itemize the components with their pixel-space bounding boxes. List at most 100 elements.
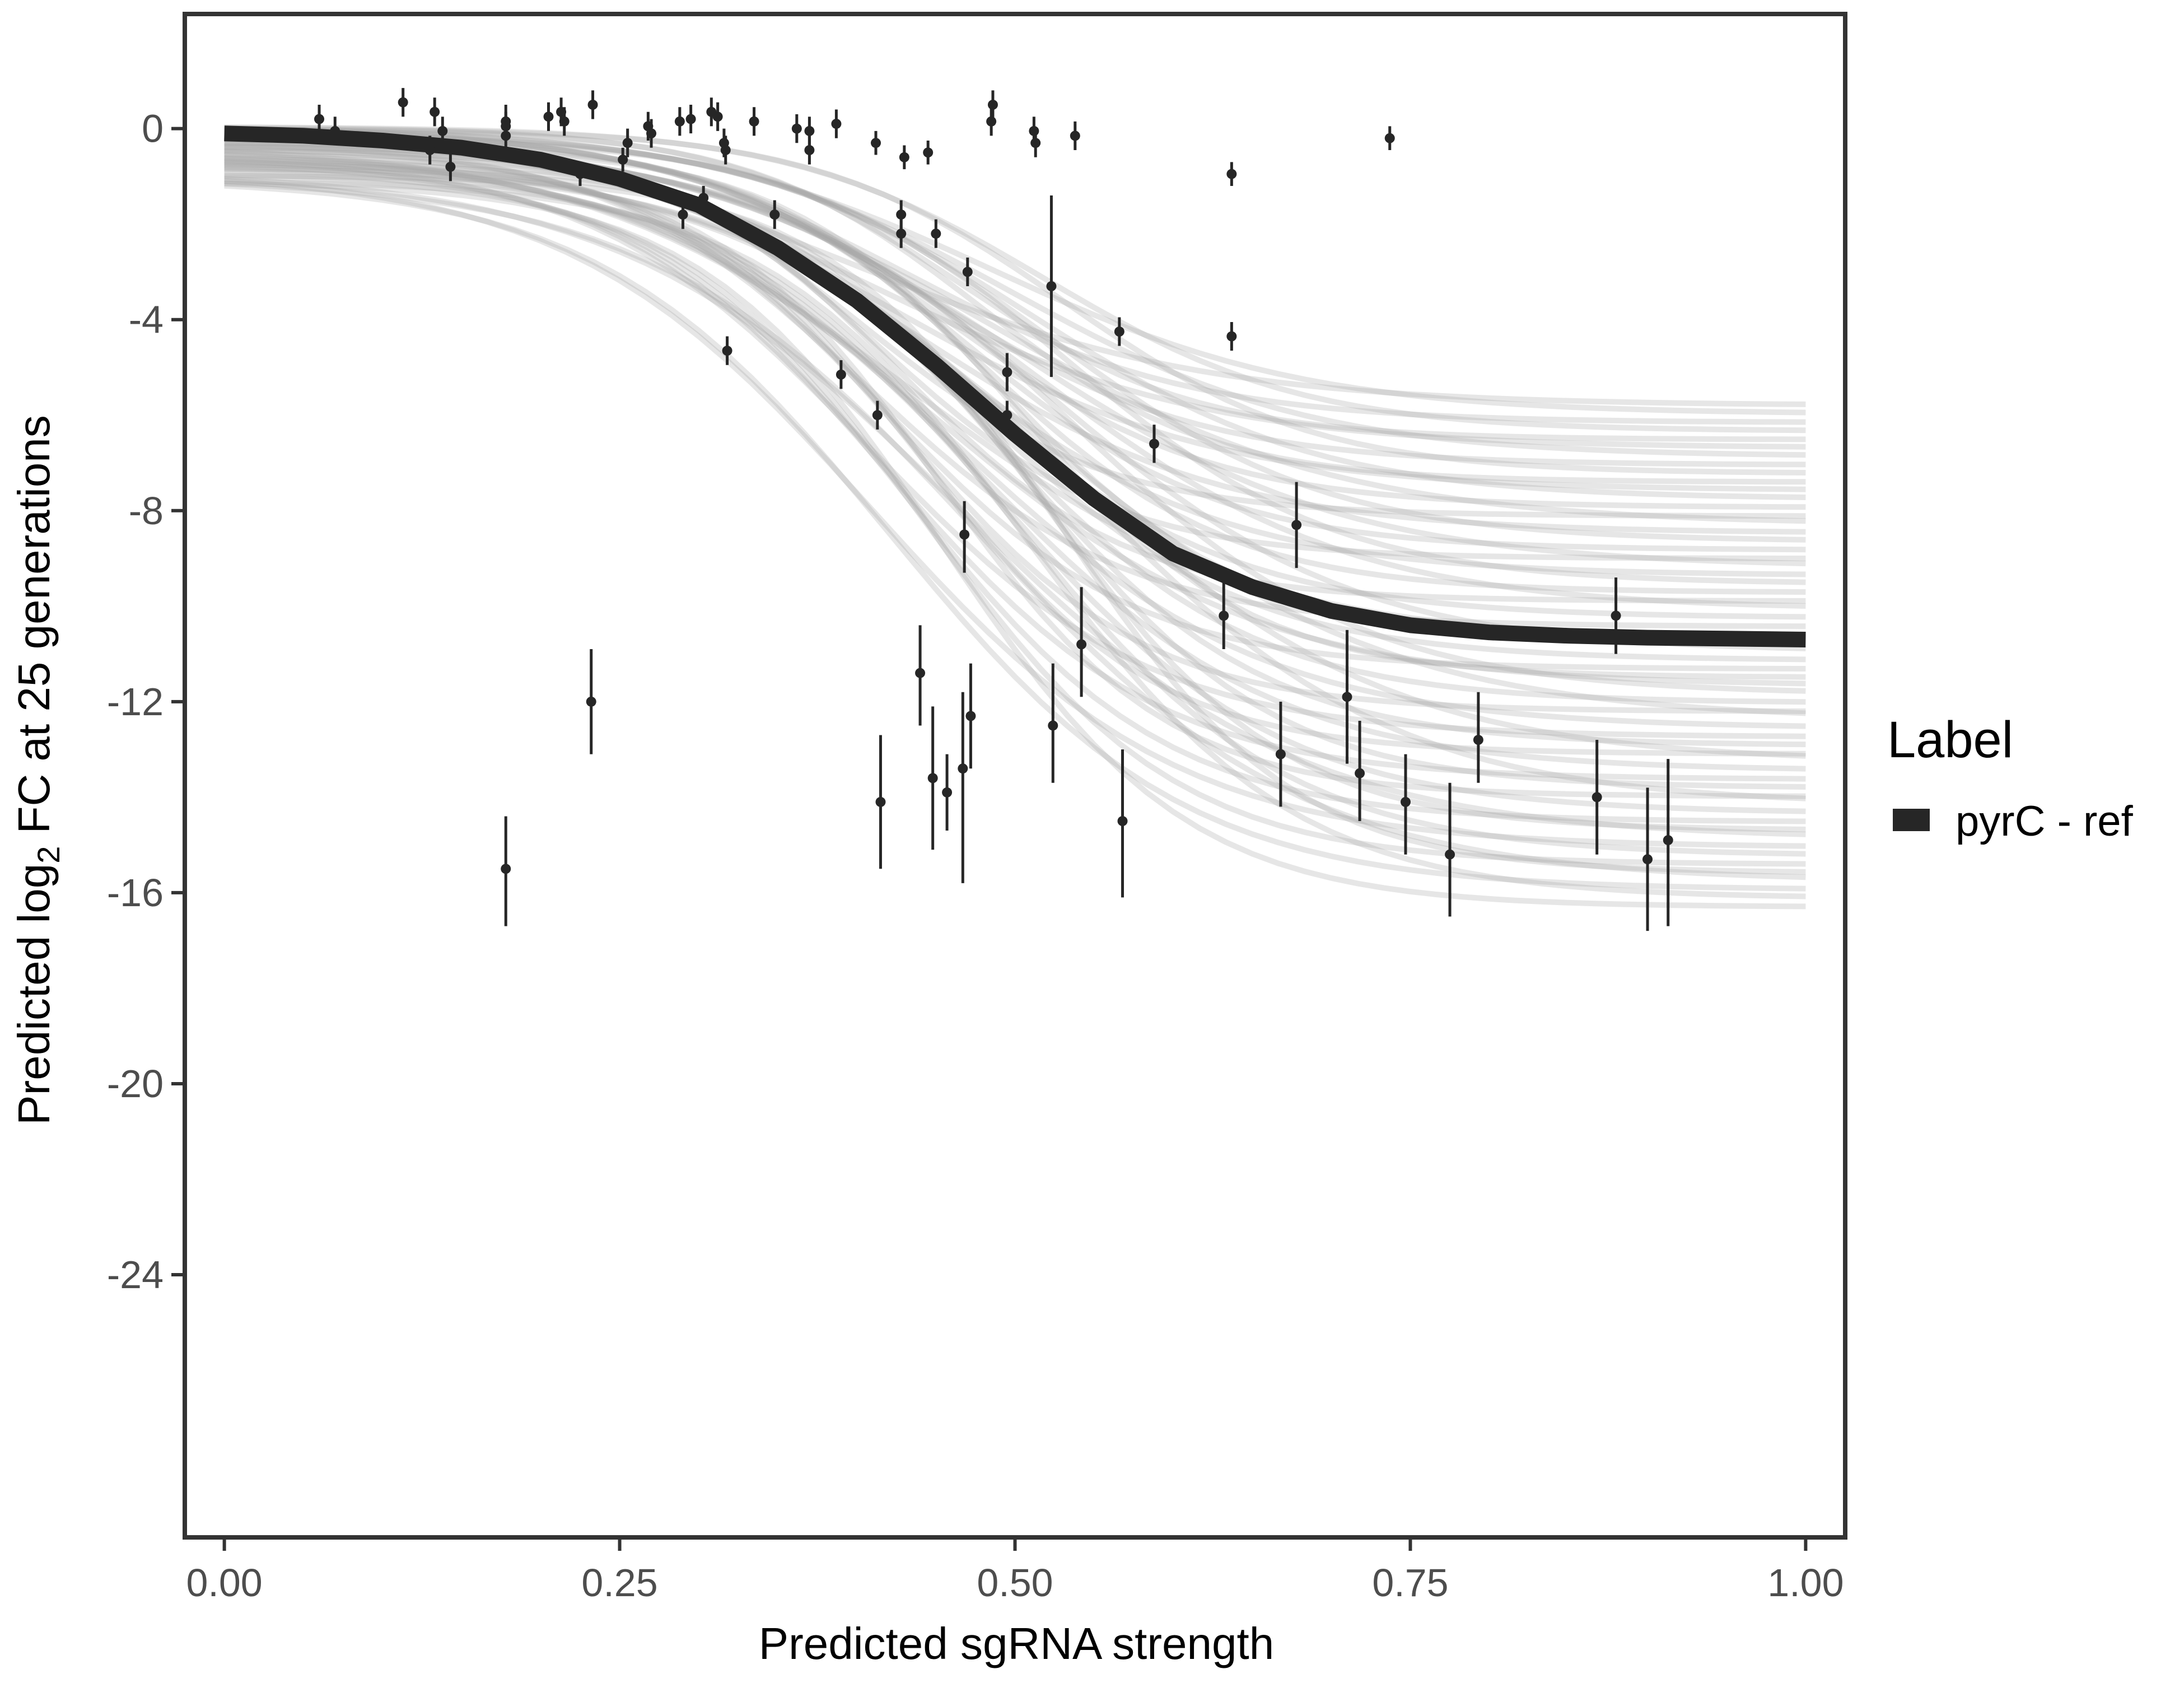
point-marker [831, 119, 842, 129]
posterior-draw-line [224, 156, 1806, 729]
fit-curve-line [224, 125, 1806, 647]
y-tick-label: -8 [129, 489, 164, 533]
data-point [875, 735, 886, 869]
point-marker [330, 125, 340, 136]
data-point [1117, 749, 1128, 898]
point-marker [559, 116, 570, 127]
data-point [1226, 162, 1237, 186]
data-point [942, 754, 953, 831]
posterior-draw-line [224, 124, 1806, 442]
data-point [618, 147, 628, 172]
point-marker [678, 209, 688, 220]
data-point [1291, 482, 1302, 568]
data-point [685, 105, 696, 134]
posterior-draw-line [224, 152, 1806, 687]
posterior-draw-line [224, 166, 1806, 814]
point-marker [674, 116, 685, 127]
posterior-draw-line [224, 134, 1806, 585]
point-marker [501, 130, 511, 141]
point-marker [1048, 720, 1058, 731]
point-marker [899, 152, 909, 162]
data-point [987, 90, 998, 119]
posterior-draw-line [224, 144, 1806, 663]
posterior-draw-line [224, 128, 1806, 500]
y-axis-title: Predicted log2 FC at 25 generations [9, 415, 66, 1125]
data-point [1076, 587, 1087, 697]
data-point [959, 501, 970, 573]
data-point [712, 102, 723, 131]
point-marker [927, 773, 938, 784]
data-point [931, 219, 941, 248]
posterior-draw-line [224, 127, 1806, 485]
y-axis-ticks: 0 -4 -8 -12 -16 -20 -24 [107, 107, 183, 1297]
point-marker [1592, 792, 1602, 803]
point-marker [749, 116, 759, 127]
point-marker [769, 209, 780, 220]
data-point [674, 107, 685, 136]
point-marker [646, 128, 657, 139]
point-marker [1046, 281, 1057, 292]
y-tick-label: -4 [129, 298, 164, 342]
posterior-draw-line [224, 131, 1806, 543]
point-marker [896, 209, 907, 220]
posterior-draw-line [224, 181, 1806, 880]
point-marker [1663, 835, 1673, 846]
data-point [1219, 582, 1229, 650]
posterior-draw-line [224, 156, 1806, 757]
data-point [915, 625, 926, 726]
point-marker [872, 410, 883, 421]
data-point [1002, 400, 1012, 430]
posterior-draw-line [224, 125, 1806, 416]
x-tick-label: 0.50 [977, 1561, 1053, 1605]
data-point [1663, 759, 1673, 926]
data-point [1048, 663, 1058, 783]
point-marker [437, 125, 448, 136]
data-point [965, 663, 976, 769]
data-point [1226, 321, 1237, 351]
data-point [720, 136, 731, 165]
posterior-draw-line [224, 178, 1806, 899]
point-marker [575, 169, 585, 179]
data-point [871, 130, 881, 155]
posterior-draw-line [224, 162, 1806, 782]
point-marker [896, 229, 907, 239]
point-marker [586, 696, 596, 707]
data-point [501, 816, 511, 926]
point-marker [931, 229, 941, 239]
posterior-draw-line [224, 149, 1806, 705]
data-point [962, 257, 973, 287]
x-tick-label: 0.25 [581, 1561, 657, 1605]
point-marker [1149, 439, 1159, 449]
legend: Label pyrC - ref [1887, 711, 2134, 845]
data-point [896, 219, 907, 248]
y-tick-label: -20 [107, 1062, 164, 1106]
point-marker [618, 155, 628, 165]
posterior-draw-line [224, 129, 1806, 510]
data-point [698, 185, 709, 210]
legend-key-pyrc-ref [1893, 809, 1930, 831]
x-tick-label: 0.75 [1372, 1561, 1448, 1605]
point-marker [1275, 749, 1286, 759]
point-marker [987, 100, 998, 110]
x-tick-label: 0.00 [186, 1561, 262, 1605]
point-marker [1029, 125, 1039, 136]
data-point [769, 200, 780, 229]
point-marker [1355, 768, 1365, 778]
point-marker [314, 114, 325, 124]
point-marker [698, 193, 709, 203]
point-marker [1291, 520, 1302, 530]
point-marker [942, 787, 953, 798]
data-point [749, 107, 759, 136]
data-point [1002, 353, 1012, 391]
data-point [831, 109, 842, 138]
posterior-draw-line [224, 150, 1806, 714]
plot-frame [183, 12, 1847, 1540]
data-point [1384, 126, 1395, 151]
legend-title: Label [1887, 711, 2013, 768]
point-marker [1002, 410, 1012, 421]
point-marker [1400, 796, 1411, 807]
point-marker [959, 529, 970, 540]
y-axis-title-main: Predicted log [9, 864, 59, 1125]
